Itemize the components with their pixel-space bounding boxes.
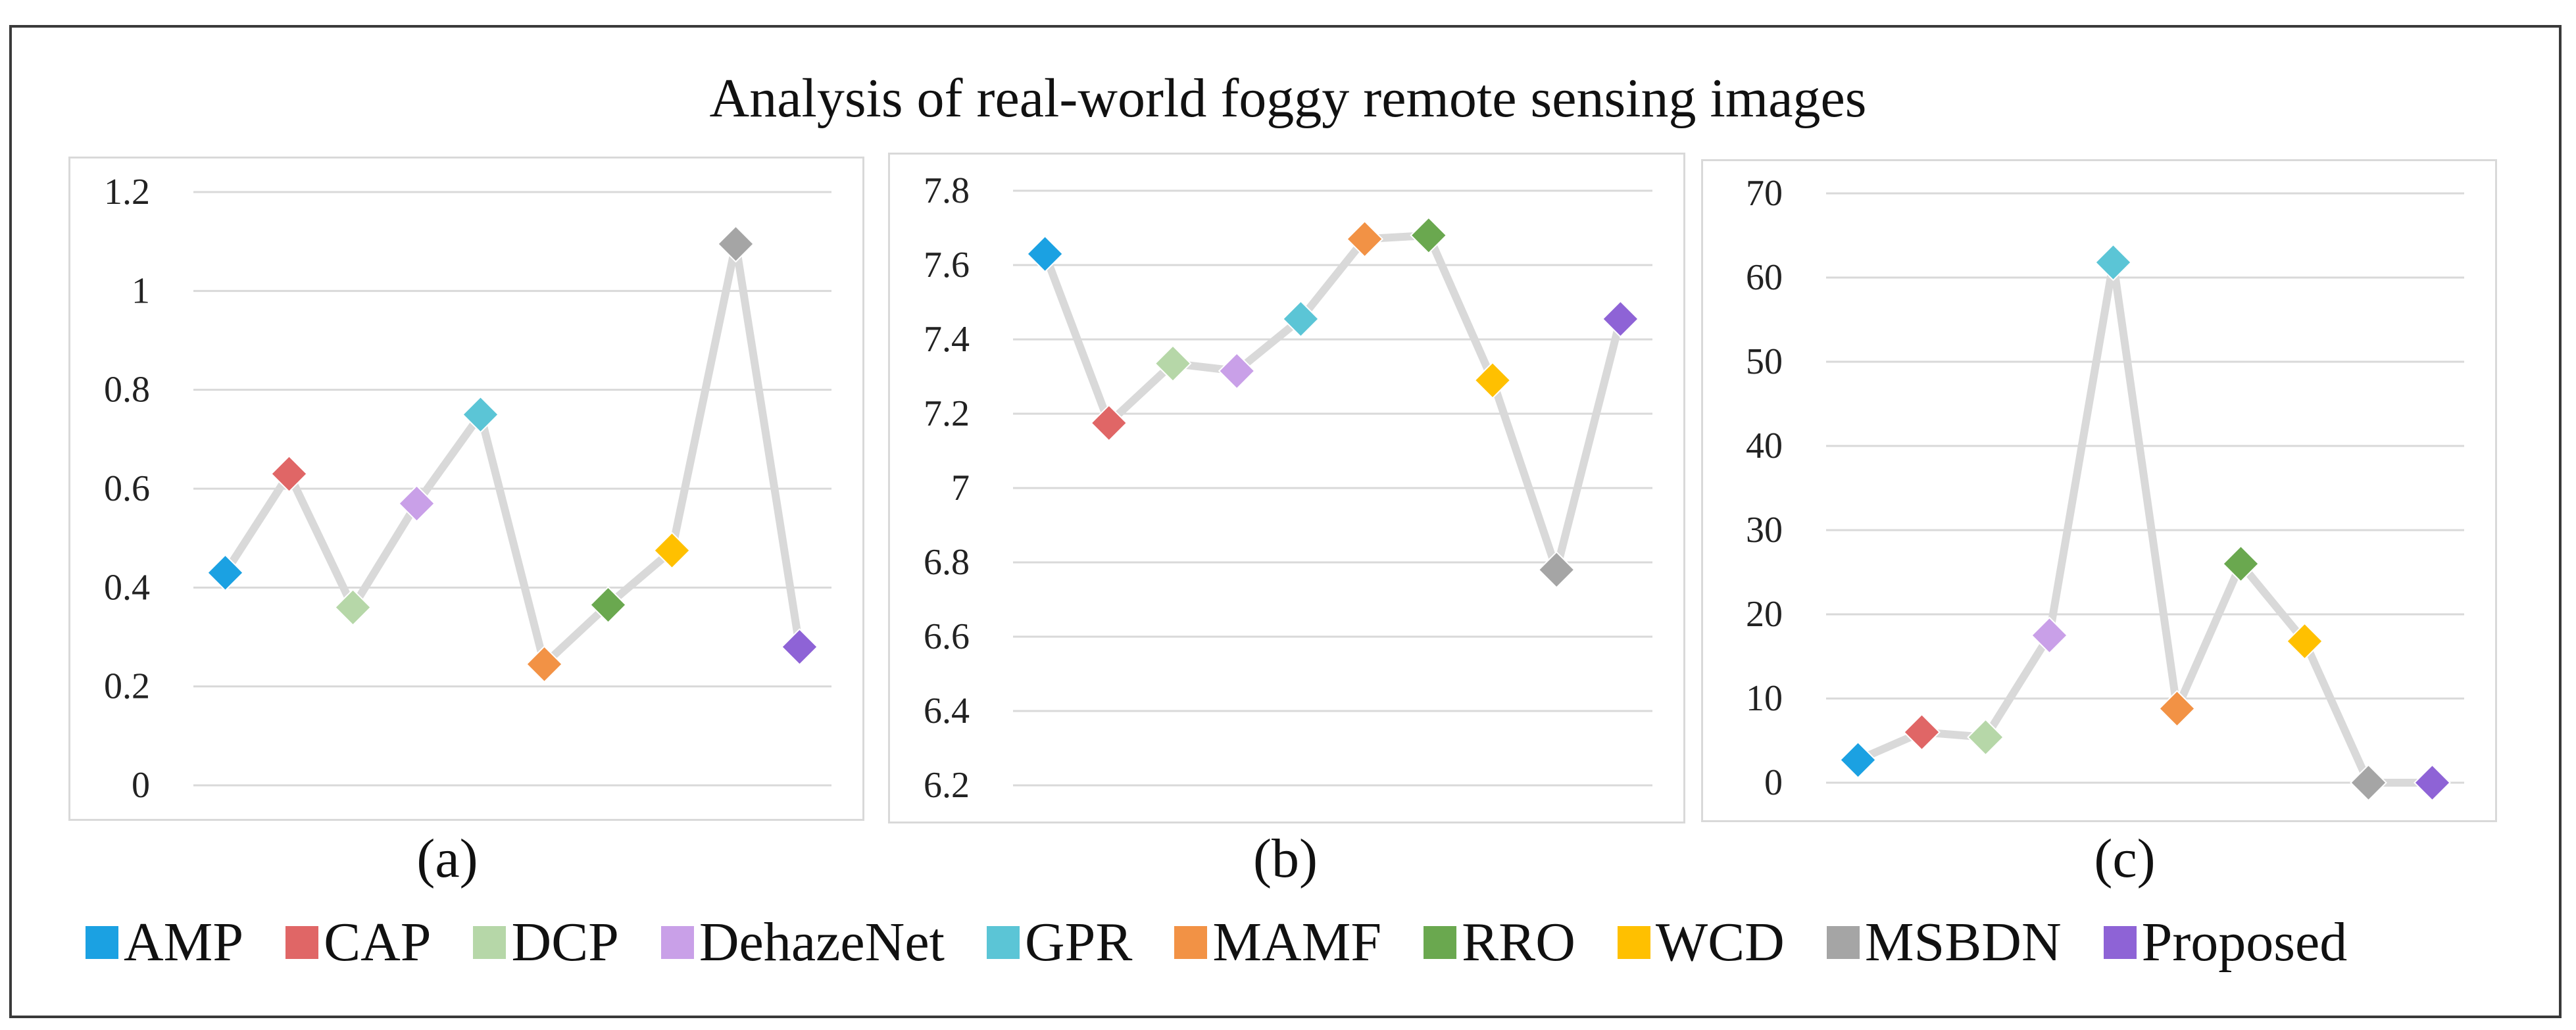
- legend-item-amp: AMP: [86, 910, 243, 975]
- data-point-b-cap: [1090, 404, 1128, 442]
- data-point-c-cap: [1903, 713, 1941, 751]
- legend-label-dehazenet: DehazeNet: [699, 912, 945, 973]
- data-point-b-rro: [1410, 216, 1448, 255]
- data-point-b-mamf: [1346, 220, 1384, 258]
- y-tick-label-b-1: 6.4: [924, 691, 970, 731]
- y-tick-label-b-8: 7.8: [924, 170, 970, 211]
- y-tick-label-a-0: 0: [132, 765, 150, 806]
- data-point-a-amp: [207, 554, 244, 592]
- legend-item-cap: CAP: [285, 910, 431, 975]
- legend-item-msbdn: MSBDN: [1826, 910, 2062, 975]
- y-tick-label-a-6: 1.2: [104, 172, 150, 212]
- legend-item-rro: RRO: [1424, 910, 1575, 975]
- data-point-b-dehazenet: [1218, 352, 1256, 390]
- chart-panel-b: 6.2 6.4 6.6 6.8 7 7.2 7.4 7.6 7.8: [888, 153, 1685, 823]
- data-point-b-wcd: [1474, 361, 1512, 399]
- legend-label-mamf: MAMF: [1212, 912, 1382, 973]
- y-tick-label-c-7: 70: [1746, 173, 1783, 214]
- y-tick-label-c-6: 60: [1746, 257, 1783, 298]
- y-tick-label-b-7: 7.6: [924, 245, 970, 285]
- panel-caption-b: (b): [1253, 828, 1318, 889]
- legend-label-dcp: DCP: [511, 912, 619, 973]
- data-point-b-msbdn: [1537, 551, 1575, 589]
- data-point-a-dehazenet: [398, 485, 435, 522]
- legend-item-dehazenet: DehazeNet: [660, 910, 945, 975]
- y-tick-label-a-2: 0.4: [104, 567, 150, 608]
- legend-label-gpr: GPR: [1024, 912, 1133, 973]
- y-tick-label-a-5: 1: [132, 270, 150, 311]
- data-point-a-dcp: [334, 588, 372, 626]
- data-point-b-amp: [1026, 235, 1064, 273]
- y-tick-label-b-0: 6.2: [924, 765, 970, 806]
- plot-area-border-c: [1701, 159, 2497, 822]
- data-point-c-wcd: [2286, 622, 2323, 660]
- panel-caption-c: (c): [2094, 828, 2156, 889]
- data-point-a-msbdn: [717, 225, 755, 263]
- series-line-c: [1854, 258, 2437, 787]
- data-point-a-wcd: [653, 531, 691, 570]
- data-point-a-gpr: [462, 395, 499, 433]
- y-tick-label-b-5: 7.2: [924, 393, 970, 434]
- y-tick-label-c-2: 20: [1746, 594, 1783, 635]
- legend-swatch-mamf: [1174, 926, 1208, 959]
- legend: AMP CAP DCP DehazeNet GPR MAMF RRO WCD: [86, 906, 2347, 979]
- figure-frame: [9, 25, 2562, 1018]
- data-point-a-mamf: [526, 645, 563, 683]
- data-point-b-gpr: [1281, 300, 1320, 338]
- legend-label-amp: AMP: [124, 912, 244, 973]
- legend-swatch-cap: [285, 926, 319, 959]
- chart-panel-c: 0 10 20 30 40 50 60 70: [1701, 159, 2497, 822]
- data-point-c-msbdn: [2350, 764, 2387, 802]
- y-tick-label-a-4: 0.8: [104, 370, 150, 410]
- legend-swatch-msbdn: [1826, 926, 1860, 959]
- legend-label-msbdn: MSBDN: [1864, 912, 2062, 973]
- legend-swatch-dehazenet: [660, 926, 694, 959]
- legend-label-cap: CAP: [324, 912, 432, 973]
- legend-swatch-gpr: [986, 926, 1020, 959]
- y-tick-label-c-3: 30: [1746, 510, 1783, 551]
- data-point-c-amp: [1839, 741, 1877, 779]
- y-tick-label-a-1: 0.2: [104, 666, 150, 707]
- data-point-c-mamf: [2158, 689, 2196, 727]
- legend-label-proposed: Proposed: [2141, 912, 2348, 973]
- legend-label-wcd: WCD: [1655, 912, 1785, 973]
- legend-swatch-proposed: [2103, 926, 2137, 959]
- data-point-c-rro: [2222, 545, 2260, 583]
- data-point-c-dehazenet: [2031, 616, 2068, 654]
- legend-label-rro: RRO: [1462, 912, 1575, 973]
- chart-panel-a: 0 0.2 0.4 0.6 0.8 1 1.2: [68, 157, 864, 821]
- data-point-c-dcp: [1967, 718, 2004, 756]
- legend-item-mamf: MAMF: [1174, 910, 1381, 975]
- y-tick-label-b-6: 7.4: [924, 319, 970, 360]
- data-point-a-rro: [589, 586, 627, 624]
- data-point-a-cap: [270, 455, 308, 493]
- data-point-c-gpr: [2094, 243, 2132, 282]
- legend-item-dcp: DCP: [473, 910, 619, 975]
- y-tick-label-c-4: 40: [1746, 426, 1783, 466]
- legend-swatch-rro: [1424, 926, 1457, 959]
- legend-swatch-wcd: [1617, 926, 1650, 959]
- panel-caption-a: (a): [416, 828, 478, 889]
- data-point-a-proposed: [781, 628, 818, 666]
- data-point-b-proposed: [1601, 300, 1639, 338]
- figure-title: Analysis of real-world foggy remote sens…: [709, 68, 1867, 129]
- legend-swatch-dcp: [473, 926, 507, 959]
- series-line-b: [1041, 231, 1625, 574]
- legend-item-wcd: WCD: [1617, 910, 1785, 975]
- y-tick-label-c-0: 0: [1764, 762, 1783, 803]
- series-line-a: [221, 239, 804, 668]
- y-tick-label-c-1: 10: [1746, 678, 1783, 719]
- data-point-c-proposed: [2414, 764, 2451, 802]
- y-tick-label-b-4: 7: [951, 468, 970, 508]
- data-point-b-dcp: [1154, 345, 1192, 383]
- legend-item-proposed: Proposed: [2103, 910, 2348, 975]
- legend-swatch-amp: [86, 926, 118, 959]
- y-tick-label-b-2: 6.6: [924, 616, 970, 657]
- y-tick-label-b-3: 6.8: [924, 542, 970, 583]
- y-tick-label-c-5: 50: [1746, 341, 1783, 382]
- legend-item-gpr: GPR: [986, 910, 1133, 975]
- y-tick-label-a-3: 0.6: [104, 468, 150, 509]
